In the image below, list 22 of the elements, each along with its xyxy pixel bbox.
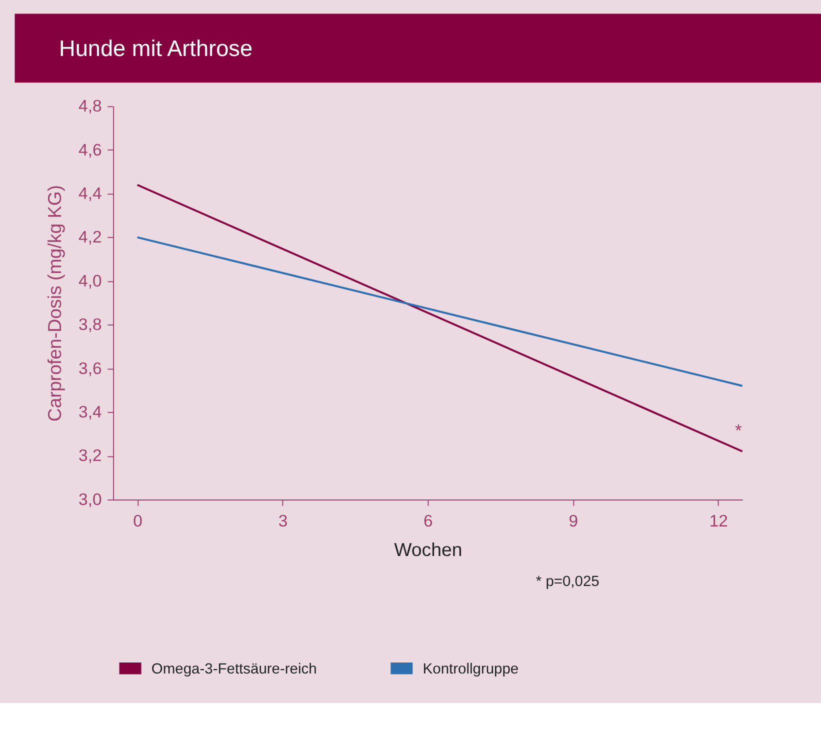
y-tick-label: 3,2 (78, 446, 102, 466)
y-tick-label: 4,6 (78, 140, 102, 160)
x-tick-label: 0 (133, 512, 142, 531)
x-tick-label: 9 (568, 512, 578, 531)
x-tick-label: 3 (278, 512, 288, 531)
x-tick-label: 12 (709, 512, 728, 531)
legend-label: Kontrollgruppe (422, 661, 519, 678)
chart-title: Hunde mit Arthrose (58, 36, 253, 62)
y-tick-label: 4,2 (78, 228, 102, 247)
y-tick-label: 3,0 (78, 490, 102, 509)
y-axis-title: Carprofen-Dosis (mg/kg KG) (44, 185, 65, 422)
y-tick-label: 4,4 (78, 184, 102, 203)
y-tick-label: 4,0 (78, 271, 102, 290)
x-tick-label: 6 (424, 512, 433, 531)
y-tick-label: 3,8 (78, 315, 102, 334)
legend-label: Omega-3-Fettsäure-reich (151, 661, 317, 678)
annotation: * (734, 420, 742, 441)
text: * p=0,025 (536, 574, 600, 590)
y-tick-label: 4,8 (78, 96, 102, 116)
y-tick-label: 3,6 (78, 358, 102, 378)
x-axis-title: Wochen (394, 539, 462, 560)
y-tick-label: 3,4 (78, 402, 102, 422)
